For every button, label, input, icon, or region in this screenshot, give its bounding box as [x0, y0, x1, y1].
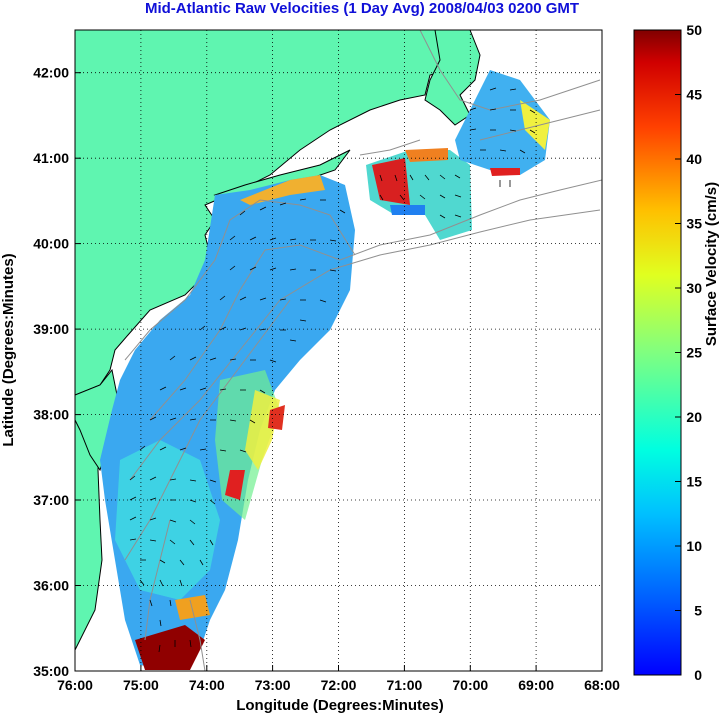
colorbar-tick-labels: 0 5 10 15 20 25 30 35 40 45 50: [686, 22, 702, 683]
colorbar-tick-label: 20: [686, 409, 702, 425]
colorbar-tick-label: 50: [686, 22, 702, 38]
x-tick-label: 70:00: [452, 677, 488, 693]
x-tick-label: 75:00: [123, 677, 159, 693]
velocity-field-patch-red-1: [225, 470, 245, 500]
velocity-field-offshore-blue: [390, 205, 425, 215]
colorbar-tick-label: 0: [694, 667, 702, 683]
velocity-vectors: [129, 87, 536, 653]
y-tick-marks: [75, 72, 81, 672]
velocity-field-patch-red-2: [268, 405, 285, 430]
colorbar-tick-label: 30: [686, 280, 702, 296]
x-tick-label: 68:00: [584, 677, 620, 693]
colorbar-tick-label: 25: [686, 345, 702, 361]
x-tick-label: 73:00: [255, 677, 291, 693]
y-tick-label: 42:00: [33, 65, 69, 81]
chart-title: Mid-Atlantic Raw Velocities (1 Day Avg) …: [144, 0, 580, 17]
x-tick-label: 72:00: [321, 677, 357, 693]
colorbar-tick-label: 35: [686, 216, 702, 232]
cape-cod: [424, 30, 481, 126]
colorbar: [633, 29, 682, 676]
x-tick-marks: [74, 665, 603, 671]
y-tick-label: 41:00: [33, 150, 69, 166]
colorbar-tick-label: 10: [686, 538, 702, 554]
y-axis-label: Latitude (Degrees:Minutes): [0, 253, 17, 446]
land-north: [75, 30, 456, 396]
y-tick-label: 37:00: [33, 492, 69, 508]
velocity-field-offshore-2: [455, 70, 550, 175]
velocity-field-offshore-4: [490, 168, 520, 176]
velocity-field-patch-darkred: [135, 625, 205, 670]
colorbar-label: Surface Velocity (cm/s): [703, 182, 720, 346]
x-tick-label: 76:00: [57, 677, 93, 693]
colorbar-tick-label: 45: [686, 87, 702, 103]
velocity-field-patch-orange-north: [240, 175, 325, 205]
colorbar-tick-label: 15: [686, 474, 702, 490]
x-tick-label: 69:00: [518, 677, 554, 693]
grid-lines: [75, 30, 602, 671]
x-tick-labels: 76:00 75:00 74:00 73:00 72:00 71:00 70:0…: [57, 677, 620, 693]
velocity-field-offshore-3: [520, 100, 550, 150]
y-tick-label: 36:00: [33, 578, 69, 594]
colorbar-tick-marks: [675, 29, 681, 676]
x-tick-label: 71:00: [386, 677, 422, 693]
x-tick-label: 74:00: [189, 677, 225, 693]
y-tick-label: 38:00: [33, 407, 69, 423]
velocity-field-offshore-red: [372, 158, 410, 205]
velocity-field-patch-orange: [175, 595, 210, 620]
x-axis-label: Longitude (Degrees:Minutes): [236, 697, 444, 714]
y-tick-labels: 35:00 36:00 37:00 38:00 39:00 40:00 41:0…: [33, 65, 69, 679]
y-tick-label: 40:00: [33, 236, 69, 252]
colorbar-tick-label: 40: [686, 151, 702, 167]
colorbar-tick-label: 5: [694, 603, 702, 619]
velocity-field-offshore-orange: [405, 148, 448, 162]
y-tick-label: 39:00: [33, 321, 69, 337]
y-tick-label: 35:00: [33, 663, 69, 679]
map-plot-area: [75, 30, 602, 671]
